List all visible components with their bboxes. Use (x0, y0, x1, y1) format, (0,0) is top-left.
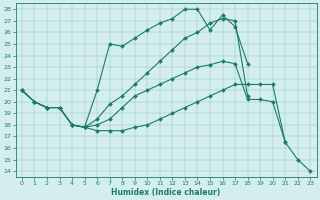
X-axis label: Humidex (Indice chaleur): Humidex (Indice chaleur) (111, 188, 221, 197)
